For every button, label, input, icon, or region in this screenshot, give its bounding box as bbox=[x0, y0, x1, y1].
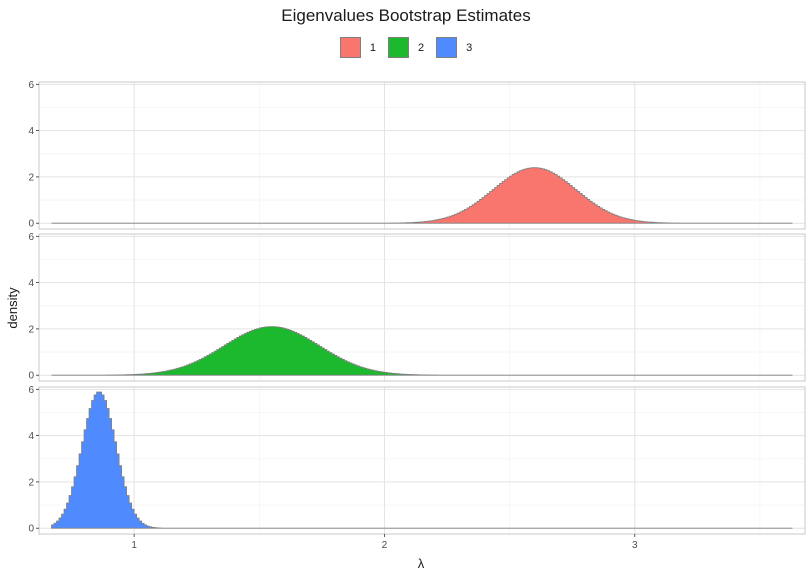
y-tick-label: 6 bbox=[28, 232, 34, 243]
legend: 1 2 3 bbox=[0, 37, 812, 58]
legend-label-2: 2 bbox=[417, 41, 425, 54]
legend-key-2 bbox=[387, 37, 409, 58]
y-tick-label: 4 bbox=[28, 278, 34, 289]
legend-item-3: 3 bbox=[436, 37, 472, 58]
facet-panel-1: 0 2 4 6 bbox=[28, 80, 806, 230]
y-tick-label: 4 bbox=[28, 431, 34, 442]
panel-background bbox=[39, 234, 805, 381]
y-tick-label: 0 bbox=[28, 371, 34, 382]
y-axis-title: density bbox=[5, 287, 20, 329]
density-area-1 bbox=[51, 167, 793, 224]
panel-border bbox=[38, 386, 806, 535]
x-tick-label: 2 bbox=[382, 540, 388, 551]
density-area-3 bbox=[51, 391, 793, 529]
y-tick-label: 6 bbox=[28, 385, 34, 396]
panel-border bbox=[38, 233, 806, 382]
y-tick-label: 2 bbox=[28, 477, 34, 488]
panel-background bbox=[39, 387, 805, 534]
x-tick-label: 1 bbox=[131, 540, 137, 551]
facet-panel-3: 0 2 4 6 bbox=[28, 385, 806, 535]
y-tick-label: 0 bbox=[28, 524, 34, 535]
y-tick-label: 4 bbox=[28, 126, 34, 137]
density-area-2 bbox=[51, 326, 793, 376]
x-tick-label: 3 bbox=[632, 540, 638, 551]
legend-item-2: 2 bbox=[387, 37, 425, 58]
panel-background bbox=[39, 82, 805, 229]
y-tick-label: 2 bbox=[28, 324, 34, 335]
y-tick-label: 6 bbox=[28, 80, 34, 91]
y-tick-label: 0 bbox=[28, 219, 34, 230]
facet-panel-2: 0 2 4 6 bbox=[28, 232, 806, 382]
y-tick-label: 2 bbox=[28, 172, 34, 183]
legend-item-1: 1 bbox=[339, 37, 376, 58]
legend-key-3 bbox=[436, 37, 458, 58]
legend-label-1: 1 bbox=[369, 41, 376, 54]
chart-title: Eigenvalues Bootstrap Estimates bbox=[281, 6, 531, 25]
panel-border bbox=[38, 81, 806, 230]
legend-key-1 bbox=[339, 37, 361, 58]
legend-label-3: 3 bbox=[466, 41, 473, 54]
x-axis-title: λ bbox=[418, 556, 425, 571]
